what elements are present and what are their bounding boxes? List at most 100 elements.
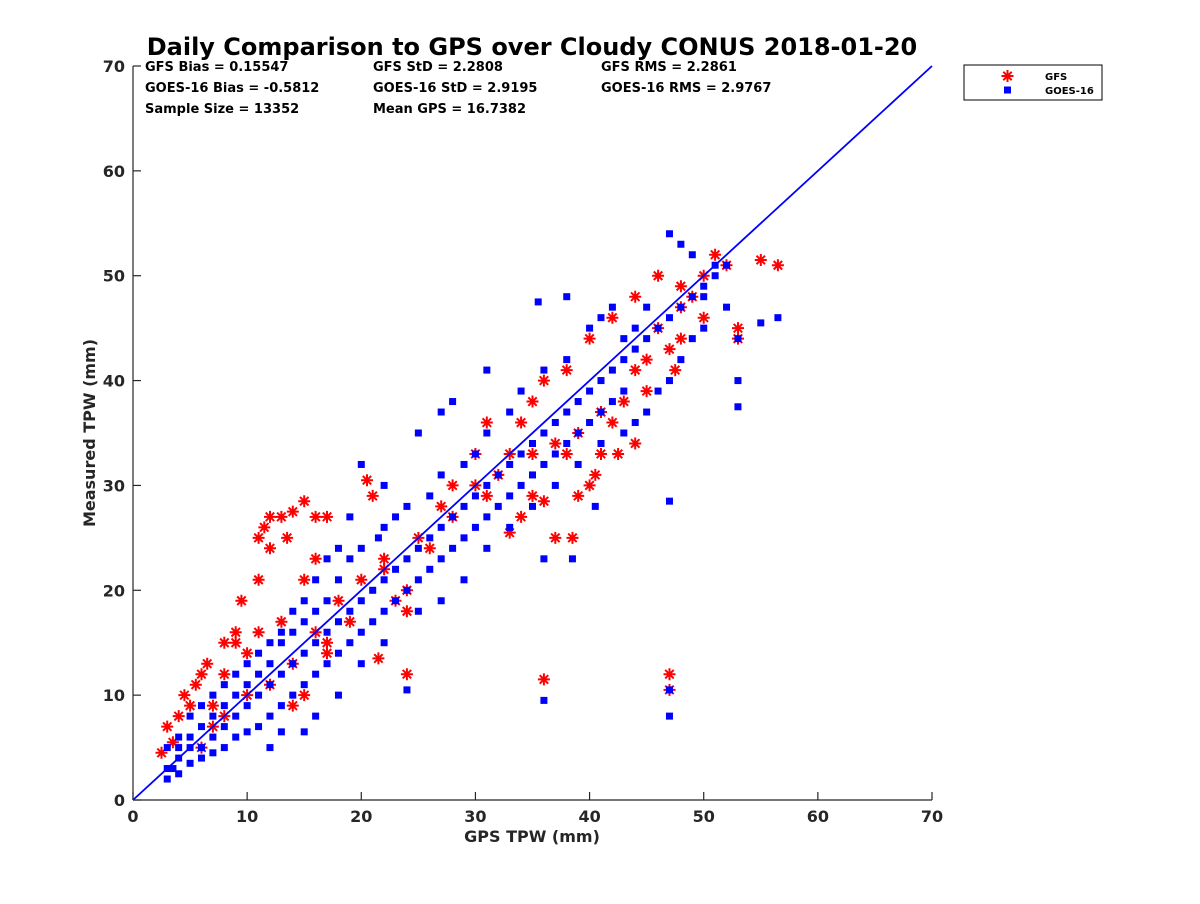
axes: 0 10 20 30 40 50 60 70 0 10 20 30 40 50 60 70 [103,57,943,826]
goes16-point [289,607,297,615]
goes16-point [175,733,183,741]
gfs-point [252,531,265,544]
goes16-point [346,639,354,647]
goes16-point [266,660,274,668]
gfs-point [526,489,539,502]
gfs-point [321,510,333,523]
goes16-point [380,576,388,584]
gfs-point [372,652,385,665]
gfs-point [612,448,625,460]
goes16-point [774,314,782,322]
goes16-point [209,691,217,699]
gfs-point [652,269,665,282]
gfs-point [669,364,682,377]
goes16-point [414,607,422,615]
gfs-point [446,479,459,492]
gfs-point [589,468,602,481]
goes16-point [723,303,731,311]
gfs-point [606,416,619,429]
gfs-point [235,594,248,607]
goes16-point [517,450,525,458]
legend-label: GFS [1045,72,1067,83]
x-tick-label: 70 [921,807,943,826]
goes16-point [186,733,194,741]
goes16-point [243,702,251,710]
goes16-point [608,398,616,406]
gfs-point [515,416,528,429]
goes16-point [483,429,491,437]
gfs-point [286,505,299,518]
goes16-point [220,744,228,752]
goes16-point [563,408,571,416]
goes16-point [620,356,628,364]
gfs-point [275,615,288,628]
legend-marker-gfs [1001,70,1014,82]
gfs-point [549,437,562,450]
goes16-point [631,324,639,332]
chart-title: Daily Comparison to GPS over Cloudy CONU… [147,33,918,61]
goes16-point [392,597,400,605]
goes16-point [197,702,205,710]
goes16-point [449,544,457,552]
goes16-point [232,670,240,678]
goes16-point [346,555,354,563]
goes16-point [175,770,183,778]
goes16-point [591,502,599,510]
goes16-point [665,712,673,720]
stat-text: GOES-16 Bias = -0.5812 [145,81,319,96]
goes16-point [449,398,457,406]
goes16-point [529,471,536,479]
y-tick-label: 40 [103,372,125,391]
goes16-point [426,492,434,500]
goes16-point [312,670,320,678]
goes16-point [734,403,742,411]
goes16-point [460,576,468,584]
goes16-point [289,628,297,636]
goes16-point [568,555,576,563]
goes16-point [608,366,616,374]
goes16-point [426,534,434,542]
goes16-point [506,460,514,468]
statistics-panel: GFS Bias = 0.15547 GFS StD = 2.2808 GFS RM… [145,60,771,117]
goes16-point [460,534,468,542]
goes16-point [608,303,616,311]
gfs-point [629,364,642,377]
gfs-point [195,668,208,681]
stat-text: Mean GPS = 16.7382 [373,102,526,117]
goes16-point [300,649,308,657]
gfs-point [229,626,242,639]
legend-box [963,64,1103,101]
goes16-point [323,628,331,636]
goes16-point [597,314,605,322]
gfs-point [343,615,356,628]
goes16-point [677,356,685,364]
goes16-point [506,523,514,531]
goes16-point [163,744,171,752]
gfs-point [663,668,676,681]
goes16-point [346,607,354,615]
gfs-point [172,710,185,723]
goes16-point [266,744,274,752]
legend-marker-goes16 [1004,86,1011,94]
gfs-point [503,526,516,539]
gfs-point [549,531,562,544]
gfs-point [321,636,333,649]
goes16-point [700,324,708,332]
goes16-point [643,303,651,311]
goes16-point [300,618,308,626]
gfs-point [366,489,379,502]
gfs-point [583,479,596,492]
stat-text: GOES-16 StD = 2.9195 [373,81,537,96]
x-tick-label: 60 [807,807,829,826]
stat-text: GOES-16 RMS = 2.9767 [601,81,771,96]
goes16-point [426,565,434,573]
goes16-point [665,497,673,505]
goes16-point [700,282,708,290]
goes16-point [403,686,411,694]
goes16-point [563,439,571,447]
stat-text: GFS Bias = 0.15547 [145,60,288,75]
goes16-point [323,660,331,668]
goes16-point [334,649,342,657]
goes16-point [369,618,377,626]
gfs-point [732,322,744,335]
